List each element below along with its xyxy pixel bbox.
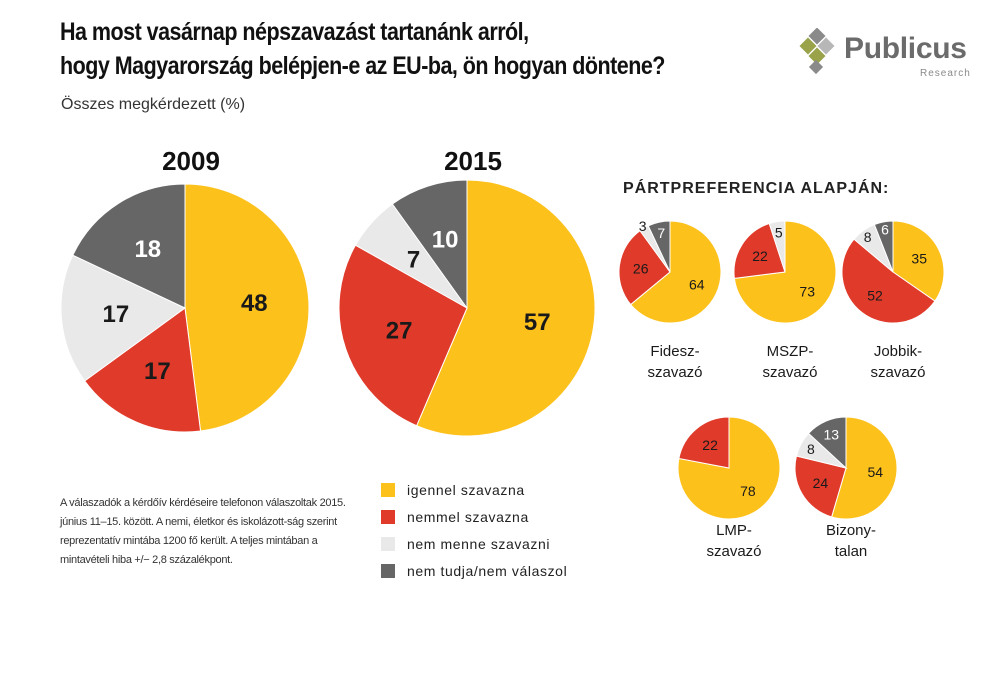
legend-item-no: nemmel szavazna [381,503,567,530]
pie-slice-no [733,222,786,279]
slice-data-label: 22 [752,248,768,264]
pie-group-label: Jobbik- [874,343,922,360]
slice-data-label: 5 [775,225,783,241]
pie-chart-bizonytalan: 54 24 8 13 Bizony-talan [794,416,898,560]
pie-chart-jobbikszavaz: 35 52 8 6 Jobbik-szavazó [841,220,945,381]
chart-title-line-2: hogy Magyarország belépjen-e az EU-ba, ö… [60,52,665,80]
pie-slice-dont-know [873,220,894,273]
pie-group-label: talan [835,543,868,560]
pie-slice-no [841,238,936,324]
slice-data-label: 57 [524,309,551,336]
pie-group-label: szavazó [647,364,702,381]
slice-data-label: 7 [657,225,665,241]
logo-diamonds-icon [799,27,835,75]
pie-slice-yes [892,220,945,302]
slice-data-label: 13 [824,426,840,442]
pie-slice-yes [629,220,722,324]
slice-data-label: 52 [867,288,883,304]
slice-data-label: 73 [799,284,815,300]
legend-item-wouldnt-vote: nem menne szavazni [381,530,567,557]
pie-slice-wouldnt-vote [768,220,786,273]
chart-title-line-1: Ha most vasárnap népszavazást tartanánk … [60,18,529,46]
slice-data-label: 64 [689,277,705,293]
legend-swatch [381,509,395,524]
legend-label: nem menne szavazni [407,535,551,552]
pie-group-label: szavazó [870,364,925,381]
slice-data-label: 17 [144,358,171,385]
pie-group-label: szavazó [706,543,761,560]
pie-slice-dont-know [391,179,468,310]
pie-slice-dont-know [647,220,671,273]
slice-data-label: 54 [868,464,884,480]
slice-data-label: 10 [432,226,459,253]
legend-swatch [381,536,395,551]
pie-group-label: MSZP- [767,343,814,360]
legend-label: igennel szavazna [407,481,525,498]
slice-data-label: 3 [639,218,647,234]
pie-chart-mszpszavaz: 73 22 5 MSZP-szavazó [733,220,837,381]
pie-slice-no [618,230,671,306]
slice-data-label: 8 [864,229,872,245]
chart-subtitle: Összes megkérdezett (%) [61,96,246,113]
slice-data-label: 8 [807,441,815,457]
publicus-logo: Publicus Research [796,27,991,88]
slice-data-label: 22 [702,437,718,453]
pie-group-label: szavazó [762,364,817,381]
pie-slice-no [83,307,202,433]
slice-data-label: 24 [813,475,829,491]
pie-group-label: Bizony- [826,522,876,539]
logo-name: Publicus [844,32,967,65]
slice-data-label: 27 [386,318,413,345]
party-preference-heading: PÁRTPREFERENCIA ALAPJÁN: [623,180,890,197]
slice-data-label: 18 [134,236,161,263]
pie-slice-dont-know [72,183,186,309]
legend-item-yes: igennel szavazna [381,476,567,503]
pie-slice-yes [415,179,596,437]
pie-slice-yes [184,183,310,432]
legend-swatch [381,482,395,497]
slice-data-label: 17 [103,301,130,328]
legend: igennel szavazna nemmel szavazna nem men… [381,476,567,584]
slice-data-label: 6 [881,221,889,237]
pie-slice-wouldnt-vote [60,254,186,382]
pie-year-title: 2009 [162,146,220,176]
pie-slice-yes [831,416,898,520]
slice-data-label: 26 [633,260,649,276]
pie-group-label: Fidesz- [650,343,699,360]
legend-label: nemmel szavazna [407,508,529,525]
slice-data-label: 35 [911,250,927,266]
slice-data-label: 78 [740,483,756,499]
slice-data-label: 48 [241,290,268,317]
pie-chart-2015: 57 27 7 10 2015 [338,146,596,437]
pie-slice-no [678,416,730,469]
slice-data-label: 7 [407,247,420,274]
pie-slice-no [794,455,847,518]
legend-item-dont-know: nem tudja/nem válaszol [381,557,567,584]
pie-slice-dont-know [807,416,847,470]
legend-swatch [381,563,395,578]
logo-subtext: Research [920,68,971,79]
pie-chart-2009: 48 17 17 18 2009 [60,146,310,433]
pie-year-title: 2015 [444,146,502,176]
pie-chart-fideszszavaz: 64 26 3 7 Fidesz-szavazó [618,218,722,381]
pie-chart-lmpszavaz: 78 22 LMP-szavazó [677,416,781,560]
legend-label: nem tudja/nem válaszol [407,562,568,579]
methodology-note: A válaszadók a kérdőív kérdéseire telefo… [60,497,346,566]
pie-group-label: LMP- [716,522,752,539]
